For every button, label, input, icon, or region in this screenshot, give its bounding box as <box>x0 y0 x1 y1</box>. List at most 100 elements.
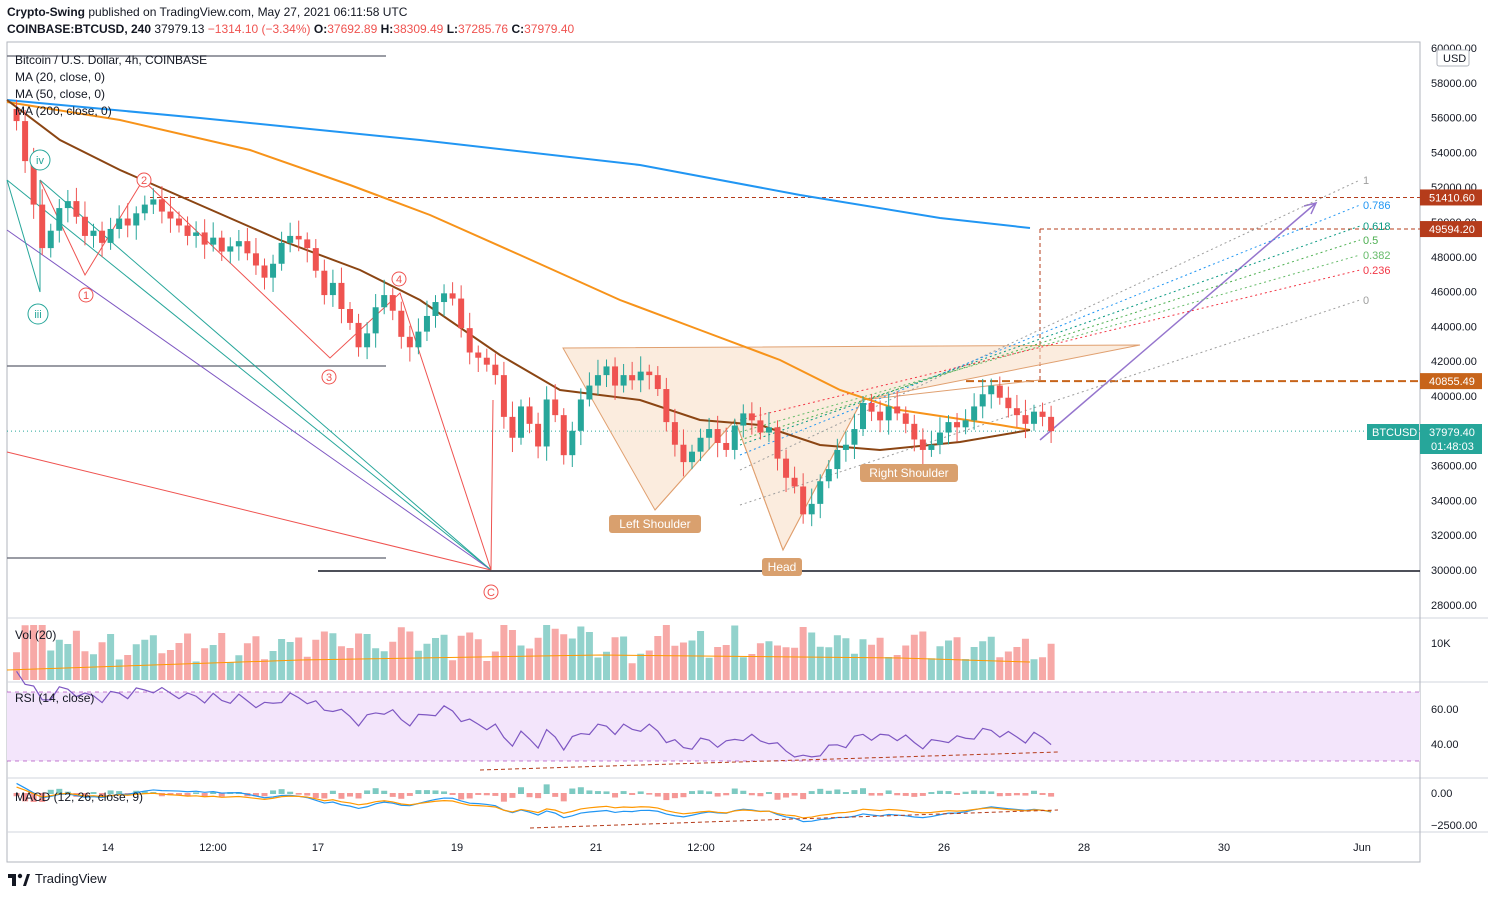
volume-bar <box>141 639 149 680</box>
macd-hist-bar <box>825 790 832 794</box>
fan-line <box>6 451 492 571</box>
volume-bar <box>662 625 670 680</box>
candle-body <box>825 469 832 482</box>
legend-title[interactable]: Bitcoin / U.S. Dollar, 4h, COINBASE <box>15 53 208 67</box>
macd-hist-bar <box>885 790 892 794</box>
macd-hist-bar <box>757 793 764 797</box>
y-tick-label: 30000.00 <box>1431 565 1477 577</box>
volume-bar <box>235 655 243 680</box>
candle-body <box>133 213 140 226</box>
volume-bar <box>397 627 405 680</box>
candle-body <box>509 416 516 438</box>
fib-label: 0.236 <box>1363 265 1391 277</box>
volume-bar <box>585 632 593 680</box>
volume-bar <box>149 635 157 680</box>
y-tick-label: 48000.00 <box>1431 252 1477 264</box>
candle-body <box>304 239 311 249</box>
macd-hist-bar <box>1048 793 1055 797</box>
current-price-label: 37979.40 <box>1429 427 1475 439</box>
rsi-label[interactable]: RSI (14, close) <box>15 691 95 705</box>
macd-hist-bar <box>201 793 208 797</box>
wave-label-circle <box>78 287 94 303</box>
candle-body <box>877 411 884 421</box>
macd-hist-bar <box>877 793 884 796</box>
volume-bar <box>893 655 901 680</box>
publisher-name[interactable]: Crypto-Swing <box>7 5 85 19</box>
volume-bar <box>774 645 781 680</box>
candle-body <box>278 242 285 264</box>
y-tick-label: 42000.00 <box>1431 356 1477 368</box>
x-tick-label: 19 <box>451 842 463 854</box>
volume-bar <box>107 634 115 680</box>
projection-arrowhead <box>1303 201 1318 215</box>
legend-ma20[interactable]: MA (20, close, 0) <box>15 70 106 84</box>
price-change: −1314.10 (−3.34%) <box>207 22 311 36</box>
volume-bar <box>577 626 585 680</box>
o-label: O: <box>313 22 328 36</box>
macd-hist-bar <box>723 793 730 796</box>
volume-bar <box>671 645 679 680</box>
candle-body <box>235 241 242 247</box>
candle-body <box>184 225 191 236</box>
volume-bar <box>705 657 713 680</box>
volume-bar <box>799 627 807 680</box>
candle-body <box>654 375 661 390</box>
candle-body <box>107 228 114 243</box>
volume-bar <box>38 625 46 680</box>
legend-ma200[interactable]: MA (200, close, 0) <box>15 104 112 118</box>
macd-hist-bar <box>1022 793 1029 796</box>
candle-body <box>466 328 473 353</box>
x-tick-label: 21 <box>590 842 602 854</box>
macd-hist-bar <box>458 793 465 800</box>
candle-body <box>646 371 653 376</box>
footer[interactable]: TradingView <box>8 871 107 886</box>
vol-label[interactable]: Vol (20) <box>15 628 57 642</box>
price-tag-label: 51410.60 <box>1429 192 1475 204</box>
volume-bar <box>654 636 662 680</box>
macd-hist-bar <box>569 788 576 794</box>
volume-bar <box>500 625 508 680</box>
candle-body <box>714 429 721 443</box>
macd-hist-bar <box>81 793 88 798</box>
candle-body <box>13 108 20 122</box>
macd-divergence-line <box>529 809 1059 829</box>
candle-body <box>287 235 294 243</box>
candle-body <box>894 406 901 414</box>
candle-body <box>22 121 29 162</box>
candle-body <box>338 282 345 309</box>
volume-bar <box>269 651 277 680</box>
candle-body <box>783 458 790 478</box>
macd-hist-bar <box>518 787 524 794</box>
macd-hist-bar <box>936 790 943 794</box>
macd-hist-bar <box>22 793 29 802</box>
candle-body <box>962 420 969 428</box>
rsi-band <box>7 692 1420 761</box>
right-shoulder-label-box <box>860 464 958 482</box>
candle-body <box>731 425 738 450</box>
fan-line <box>6 179 492 571</box>
currency-label: USD <box>1443 53 1466 65</box>
volume-bar <box>320 631 328 680</box>
candle-body <box>364 333 371 348</box>
macd-hist-bar <box>509 793 516 798</box>
fib-label: 0.382 <box>1363 250 1391 262</box>
candle-body <box>543 399 550 447</box>
x-tick-label: 14 <box>102 842 114 854</box>
volume-bar <box>739 657 747 680</box>
volume-bar <box>688 640 696 680</box>
candle-body <box>834 449 841 470</box>
macd-hist-bar <box>860 788 866 794</box>
legend-ma50[interactable]: MA (50, close, 0) <box>15 87 106 101</box>
price-tag-box <box>1420 189 1482 206</box>
volume-bar <box>1047 643 1055 680</box>
volume-bar <box>765 641 773 680</box>
fib-label: 0.786 <box>1363 200 1391 212</box>
macd-hist-bar <box>594 791 601 794</box>
symbol[interactable]: COINBASE:BTCUSD, 240 <box>7 22 152 36</box>
macd-hist-bar <box>868 793 875 796</box>
volume-bar <box>355 633 363 680</box>
macd-label[interactable]: MACD (12, 26, close, 9) <box>15 790 144 804</box>
volume-bar <box>791 647 799 680</box>
volume-bar <box>936 646 944 680</box>
